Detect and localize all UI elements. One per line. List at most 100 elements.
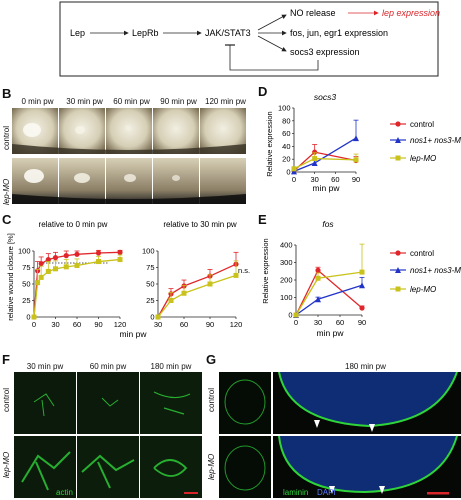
- d-point-nos1-nos3-mo: [291, 168, 297, 175]
- c-right-ytick-label: 0: [150, 313, 154, 322]
- g-row-lep-mo: lep-MO: [207, 453, 216, 480]
- c-right-ytick-label: 100: [142, 247, 155, 256]
- d-legend-control: control: [410, 120, 434, 129]
- d-legend-marker-nos: [395, 137, 401, 143]
- c-ylabel: relative wound closure [%]: [6, 233, 15, 321]
- d-point-control: [312, 149, 318, 155]
- b-time-90: 90 min pw: [160, 97, 197, 106]
- panel-label-c: C: [2, 212, 12, 227]
- c-left-point-control: [63, 253, 69, 259]
- b-row-control: control: [2, 125, 11, 150]
- c-left-ytick-label: 75: [22, 263, 30, 272]
- d-point-nos1-nos3-mo: [353, 135, 359, 142]
- panel-label-d: D: [258, 84, 268, 99]
- c-left-point-lep-mo: [35, 280, 41, 286]
- panel-label-e: E: [258, 212, 267, 227]
- panel-label-g: G: [206, 352, 217, 367]
- panel-label-b: B: [2, 86, 12, 101]
- b-lep-mo-row: [12, 158, 246, 204]
- c-left-xtick-label: 90: [94, 320, 102, 329]
- d-legend-marker-lep: [395, 155, 401, 161]
- c-left-series-control: [31, 249, 123, 320]
- actin-image-grid: actin: [14, 372, 202, 498]
- b-time-30: 30 min pw: [66, 97, 103, 106]
- wound-closure-charts: relative to 0 min pw relative to 30 min …: [6, 220, 250, 339]
- c-right-line-control: [157, 263, 237, 318]
- c-left-ytick-label: 25: [22, 296, 30, 305]
- node-fos-jun-egr1: fos, jun, egr1 expression: [290, 28, 388, 38]
- c-right-point-lep-mo: [181, 290, 187, 296]
- e-legend-marker-lep: [395, 286, 401, 292]
- d-ytick-label: 80: [282, 116, 290, 125]
- c-right-xtick-label: 30: [154, 320, 162, 329]
- f-time-60: 60 min pw: [89, 362, 127, 371]
- c-left-point-control: [117, 249, 123, 255]
- b-time-60: 60 min pw: [113, 97, 150, 106]
- c-left-point-lep-mo: [96, 259, 101, 265]
- g-stain-laminin: laminin: [283, 488, 308, 497]
- d-series-nos1-nos3-mo: [291, 119, 359, 175]
- e-point-nos1-nos3-mo: [359, 282, 365, 289]
- c-right-point-lep-mo: [233, 272, 239, 278]
- e-xlabel: min pw: [317, 328, 345, 338]
- f-stain-label: actin: [56, 488, 73, 497]
- panel-label-f: F: [2, 352, 10, 367]
- e-xtick-label: 90: [358, 318, 366, 327]
- g-stain-dapi: DAPI: [317, 488, 336, 497]
- c-right-series-control: [155, 251, 239, 320]
- b-row-lep-mo: lep-MO: [2, 178, 11, 205]
- fos-chart: fos Relative expression min pw 0 100 200 30…: [261, 219, 461, 338]
- wound-image-grid: [12, 108, 246, 204]
- e-ytick-label: 100: [280, 293, 293, 302]
- c-left-point-lep-mo: [74, 263, 80, 269]
- c-left-xtick-label: 120: [114, 320, 127, 329]
- e-legend-marker-control: [395, 250, 401, 256]
- d-legend-marker-control: [395, 121, 401, 127]
- c-left-xtick-label: 0: [32, 320, 36, 329]
- d-series-lep-mo: [291, 152, 359, 172]
- d-xtick-label: 60: [331, 175, 339, 184]
- e-ytick-label: 400: [280, 241, 293, 250]
- b-time-120: 120 min pw: [205, 97, 246, 106]
- e-xtick-label: 30: [314, 318, 322, 327]
- d-point-nos1-nos3-mo: [311, 160, 318, 167]
- e-point-control: [315, 267, 321, 273]
- c-left-title: relative to 0 min pw: [39, 220, 108, 229]
- node-lep: Lep: [70, 28, 85, 38]
- c-left-line-lep-mo: [33, 258, 121, 318]
- d-legend-nos: nos1+ nos3-MO: [410, 136, 461, 145]
- f-time-180: 180 min pw: [150, 362, 192, 371]
- d-point-lep-mo: [312, 156, 318, 162]
- c-xlabel: min pw: [120, 329, 148, 339]
- c-left-ytick-label: 100: [18, 247, 31, 256]
- d-xtick-label: 30: [310, 175, 318, 184]
- d-legend: control nos1+ nos3-MO lep-MO: [390, 120, 461, 163]
- e-series-control: [293, 266, 365, 318]
- f-row-lep-mo: lep-MO: [2, 451, 11, 478]
- c-right-ytick-label: 50: [146, 280, 154, 289]
- b-time-0: 0 min pw: [21, 97, 54, 106]
- e-ytick-label: 0: [288, 311, 292, 320]
- d-ylabel: Relative expression: [265, 111, 274, 176]
- e-series-lep-mo: [293, 243, 365, 318]
- e-legend: control nos1+ nos3-MO lep-MO: [390, 249, 461, 294]
- node-no-release: NO release: [290, 8, 336, 18]
- node-jak-stat3: JAK/STAT3: [205, 28, 251, 38]
- d-ytick-label: 100: [278, 104, 291, 113]
- c-left-point-control: [38, 260, 44, 267]
- g-time-label: 180 min pw: [345, 362, 386, 371]
- pathway-diagram: Lep LepRb JAK/STAT3 NO release lep expre…: [59, 1, 440, 77]
- g-row-control: control: [207, 387, 216, 412]
- e-legend-lep: lep-MO: [410, 285, 436, 294]
- socs3-chart: socs3 Relative expression min pw 0 20 40 60…: [265, 92, 461, 193]
- c-left-axes: 0 25 50 75 100 0 30 60 90 120: [18, 247, 126, 330]
- e-ytick-label: 200: [280, 276, 293, 285]
- e-point-lep-mo: [359, 269, 365, 275]
- c-left-series-lep-mo: [31, 254, 123, 320]
- node-socs3-expression: socs3 expression: [290, 47, 360, 57]
- e-series-nos1-nos3-mo: [293, 276, 365, 318]
- f-scale-bar: [184, 492, 198, 494]
- c-right-title: relative to 30 min pw: [163, 220, 237, 229]
- f-row-control: control: [2, 387, 11, 412]
- c-left-point-control: [52, 255, 59, 261]
